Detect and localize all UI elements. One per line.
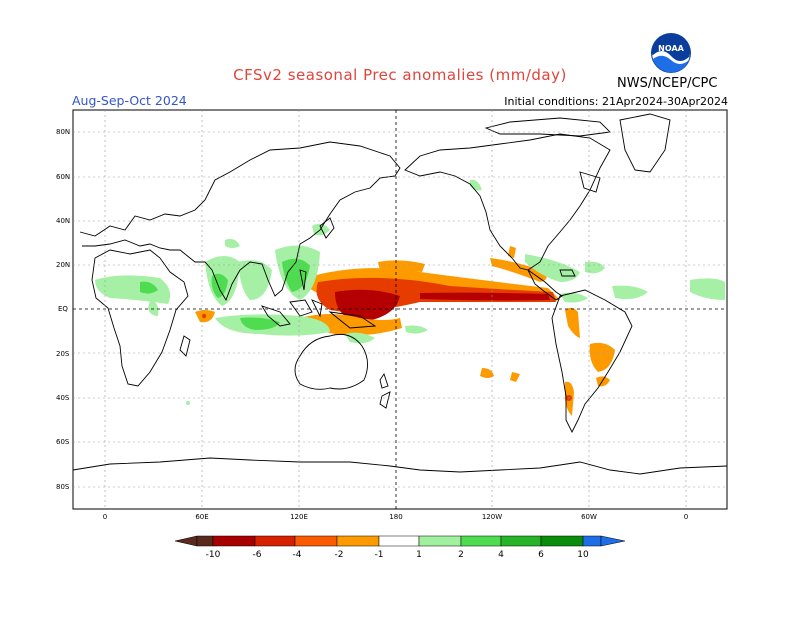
colorbar-swatch	[212, 535, 256, 547]
lat-label: 80S	[56, 483, 70, 491]
lon-label: 180	[389, 513, 402, 521]
colorbar-swatch	[254, 535, 296, 547]
lon-label: 120W	[482, 513, 502, 521]
lat-axis: 80N 60N 40N 20N EQ 20S 40S 60S 80S	[56, 128, 70, 491]
equator-dateline	[73, 110, 727, 509]
colorbar-swatch	[336, 535, 380, 547]
colorbar-swatch	[294, 535, 338, 547]
map-title: CFSv2 seasonal Prec anomalies (mm/day)	[233, 66, 567, 84]
colorbar-label: 4	[498, 550, 504, 560]
map-frame	[72, 109, 728, 510]
colorbar-right-arrow	[600, 535, 626, 547]
lon-label: 0	[684, 513, 688, 521]
colorbar-label: 6	[538, 550, 544, 560]
colorbar-swatch	[582, 535, 602, 547]
lat-label: 60S	[56, 438, 70, 446]
colorbar-label: 1	[416, 550, 422, 560]
colorbar-label: -4	[293, 550, 302, 560]
lon-label: 120E	[290, 513, 308, 521]
svg-text:NOAA: NOAA	[658, 44, 684, 53]
colorbar-swatch	[418, 535, 462, 547]
colorbar-left-arrow	[174, 535, 198, 547]
colorbar-label: -2	[335, 550, 344, 560]
lat-label: 80N	[56, 128, 70, 136]
colorbar-swatch	[378, 535, 420, 547]
colorbar-label: -1	[375, 550, 384, 560]
lon-axis: 0 60E 120E 180 120W 60W 0	[103, 513, 688, 521]
lon-label: 60W	[581, 513, 597, 521]
lat-label: 20S	[56, 350, 70, 358]
dry-anomalies	[195, 246, 615, 416]
colorbar-label: -10	[206, 550, 221, 560]
noaa-logo-icon: NOAA	[651, 33, 691, 73]
lat-label: 20N	[56, 261, 70, 269]
lon-label: 60E	[195, 513, 208, 521]
colorbar-label: -6	[253, 550, 262, 560]
lat-label: 40N	[56, 217, 70, 225]
colorbar-swatch	[460, 535, 502, 547]
lat-label: EQ	[58, 305, 68, 313]
colorbar-label: 10	[577, 550, 589, 560]
lon-label: 0	[103, 513, 107, 521]
graticule	[73, 110, 727, 509]
agency-label: NWS/NCEP/CPC	[617, 76, 718, 91]
season-label: Aug-Sep-Oct 2024	[72, 93, 187, 108]
colorbar-swatch	[540, 535, 584, 547]
colorbar: -10 -6 -4 -2 -1 1 2 4 6 10	[174, 535, 626, 560]
initial-conditions-label: Initial conditions: 21Apr2024-30Apr2024	[504, 95, 728, 108]
colorbar-swatch	[196, 535, 214, 547]
colorbar-label: 2	[458, 550, 464, 560]
lat-label: 40S	[56, 394, 70, 402]
wet-anomalies	[95, 179, 725, 405]
lat-label: 60N	[56, 173, 70, 181]
colorbar-swatch	[500, 535, 542, 547]
